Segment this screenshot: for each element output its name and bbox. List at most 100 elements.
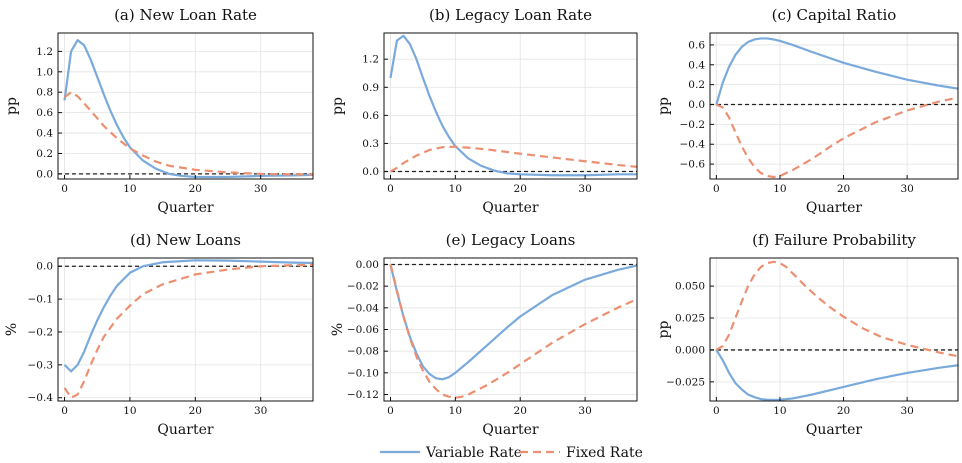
x-tick-label: 20: [837, 405, 850, 417]
y-tick-label: −0.4: [28, 392, 54, 404]
chart-panel-3: 0 10 20 30 −0.6 −0.4 −0.2 0.0 0.2 0.4 0.6 (c) Capit…: [656, 6, 959, 216]
y-tick-label: 0.2: [688, 79, 705, 91]
x-tick-label: 10: [773, 405, 786, 417]
series-line-fixed: [715, 260, 958, 358]
y-tick-label: 1.0: [36, 66, 53, 78]
y-tick-label: 0.050: [675, 281, 705, 293]
y-tick-label: 0.4: [36, 128, 53, 140]
series-line-fixed: [63, 263, 313, 399]
y-tick-label: −0.02: [347, 281, 379, 293]
series-line-variable: [715, 349, 958, 401]
series-line-fixed: [389, 145, 637, 173]
y-tick-label: −0.2: [680, 119, 706, 131]
chart-title: (c) Capital Ratio: [772, 6, 897, 24]
y-tick-label: −0.1: [28, 294, 54, 306]
y-tick-label: 0.025: [675, 313, 705, 325]
x-tick-label: 0: [713, 405, 720, 417]
y-tick-label: −0.2: [28, 326, 54, 338]
y-tick-label: 0.8: [36, 87, 53, 99]
y-tick-label: 0.00: [356, 259, 379, 271]
chart-title: (b) Legacy Loan Rate: [429, 6, 592, 24]
y-tick-label: 0.4: [688, 59, 705, 71]
x-axis-label: Quarter: [157, 422, 213, 438]
series-line-fixed: [715, 96, 958, 179]
chart-panel-5: 0 10 20 30 −0.12 −0.10 −0.08 −0.06 −0.04 −0.02 0.0…: [330, 231, 638, 438]
y-tick-label: −0.08: [347, 346, 379, 358]
x-axis-label: Quarter: [482, 200, 538, 216]
chart-title: (a) New Loan Rate: [114, 6, 257, 24]
legend-label-variable: Variable Rate: [425, 445, 522, 461]
y-tick-label: 0.0: [36, 261, 53, 273]
y-tick-label: 0.000: [675, 344, 705, 356]
y-tick-label: 0.2: [36, 148, 53, 160]
series-line-variable: [63, 39, 313, 179]
x-axis-label: Quarter: [806, 422, 862, 438]
x-tick-label: 30: [254, 183, 267, 195]
y-tick-label: −0.025: [666, 376, 705, 388]
x-tick-label: 10: [773, 183, 786, 195]
y-axis-label: pp: [330, 97, 346, 115]
y-tick-label: 0.6: [362, 110, 379, 122]
chart-panel-2: 0 10 20 30 0.0 0.3 0.6 0.9 1.2 (b) Legacy Loan Ra…: [330, 6, 638, 216]
x-tick-label: 20: [514, 405, 527, 417]
x-tick-label: 30: [578, 405, 591, 417]
chart-title: (e) Legacy Loans: [446, 231, 576, 249]
x-tick-label: 10: [123, 183, 136, 195]
y-axis-label: pp: [656, 97, 672, 115]
y-tick-label: −0.04: [347, 302, 379, 314]
series-line-fixed: [389, 264, 637, 399]
x-tick-label: 20: [837, 183, 850, 195]
plot-frame: [383, 32, 638, 180]
x-tick-label: 0: [61, 405, 68, 417]
y-tick-label: −0.4: [680, 139, 706, 151]
x-axis-label: Quarter: [482, 422, 538, 438]
y-tick-label: 0.0: [362, 166, 379, 178]
y-axis-label: %: [330, 323, 346, 336]
x-tick-label: 30: [254, 405, 267, 417]
y-axis-label: pp: [656, 321, 672, 339]
chart-panel-1: 0 10 20 30 0.0 0.2 0.4 0.6 0.8 1.0 1.2 (a) New Loan…: [4, 6, 314, 216]
x-tick-label: 0: [61, 183, 68, 195]
chart-title: (f) Failure Probability: [752, 231, 916, 249]
legend-label-fixed: Fixed Rate: [566, 445, 643, 461]
y-axis-label: %: [4, 323, 20, 336]
y-tick-label: −0.3: [28, 359, 54, 371]
series-line-variable: [63, 259, 313, 373]
y-tick-label: 0.0: [36, 168, 53, 180]
y-tick-label: −0.10: [347, 367, 379, 379]
x-tick-label: 10: [123, 405, 136, 417]
series-line-variable: [389, 34, 637, 177]
y-tick-label: −0.12: [347, 389, 379, 401]
y-axis-label: pp: [4, 97, 20, 115]
y-tick-label: 0.6: [688, 39, 705, 51]
x-tick-label: 0: [387, 183, 394, 195]
plot-frame: [57, 32, 314, 180]
series-line-variable: [715, 37, 958, 105]
x-tick-label: 0: [387, 405, 394, 417]
plot-frame: [709, 257, 959, 402]
y-tick-label: 0.0: [688, 99, 705, 111]
chart-panel-6: 0 10 20 30 −0.025 0.000 0.025 0.050 (f) Failure …: [656, 231, 959, 438]
y-tick-label: −0.6: [680, 159, 706, 171]
x-tick-label: 0: [713, 183, 720, 195]
y-tick-label: 0.9: [362, 82, 379, 94]
x-tick-label: 30: [578, 183, 591, 195]
x-tick-label: 20: [189, 183, 202, 195]
y-tick-label: −0.06: [347, 324, 379, 336]
plot-frame: [57, 257, 314, 402]
legend: Variable Rate Fixed Rate: [380, 445, 643, 461]
plot-frame: [709, 32, 959, 180]
x-tick-label: 10: [449, 405, 462, 417]
y-tick-label: 0.3: [362, 138, 379, 150]
x-tick-label: 10: [449, 183, 462, 195]
x-tick-label: 20: [189, 405, 202, 417]
x-tick-label: 20: [514, 183, 527, 195]
x-tick-label: 30: [900, 405, 913, 417]
series-line-fixed: [63, 91, 313, 176]
chart-panel-4: 0 10 20 30 −0.4 −0.3 −0.2 −0.1 0.0 (d) New Loans Q…: [4, 231, 314, 438]
y-tick-label: 1.2: [36, 46, 53, 58]
x-axis-label: Quarter: [806, 200, 862, 216]
y-tick-label: 1.2: [362, 54, 379, 66]
y-tick-label: 0.6: [36, 107, 53, 119]
